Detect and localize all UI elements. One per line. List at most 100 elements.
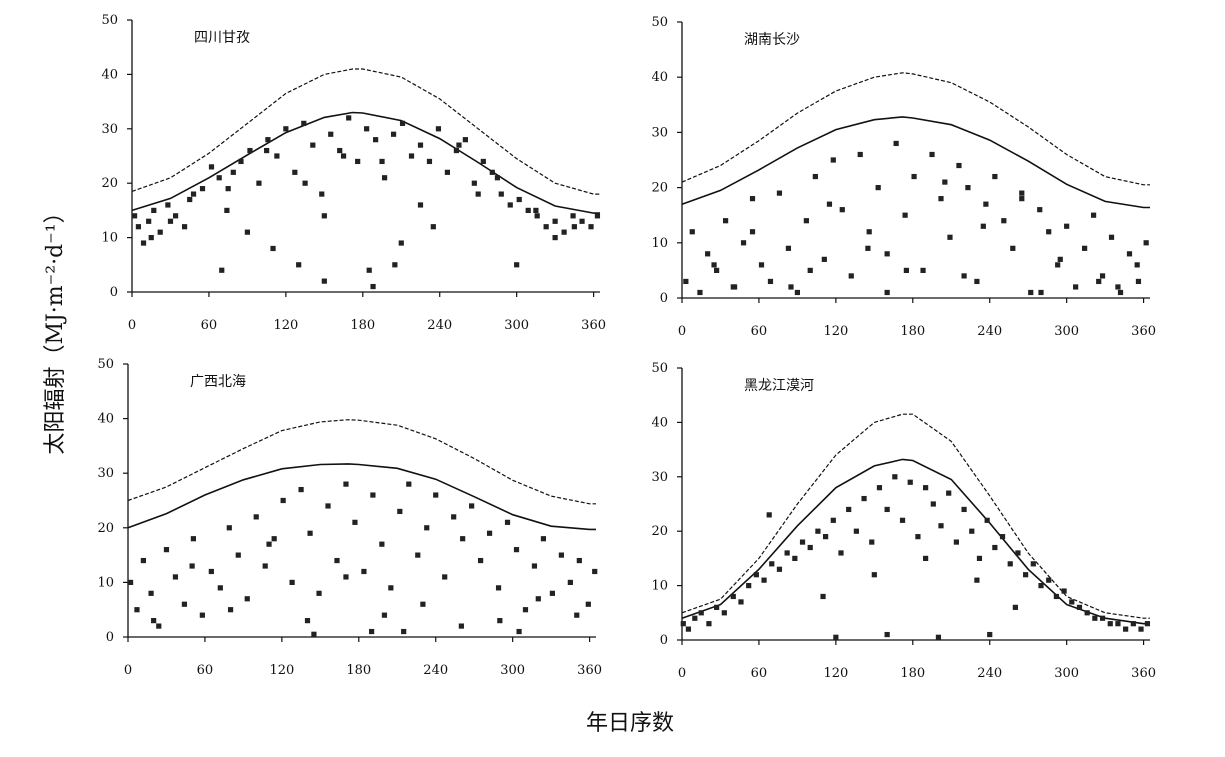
chart-panel-4: 0 10 20 30 40 50 0 60 120 180 240 300 360 黑龙江漠河	[651, 361, 1156, 681]
data-point	[974, 577, 980, 583]
observed-points	[127, 481, 598, 637]
data-point	[1099, 273, 1106, 279]
data-point	[134, 607, 140, 613]
data-point	[1023, 572, 1029, 578]
data-point	[370, 492, 376, 498]
data-point	[424, 525, 430, 531]
observed-points	[680, 474, 1151, 640]
data-point	[397, 508, 403, 515]
data-point	[698, 610, 704, 616]
data-point	[265, 137, 271, 143]
data-point	[379, 158, 385, 165]
data-point	[381, 612, 388, 618]
data-point	[253, 514, 259, 520]
data-point	[307, 530, 313, 536]
data-point	[540, 536, 547, 542]
data-point	[1001, 218, 1007, 224]
data-point	[148, 590, 154, 596]
data-point	[480, 158, 486, 165]
data-point	[738, 599, 744, 605]
data-point	[343, 574, 349, 580]
data-point	[334, 557, 340, 564]
data-point	[689, 229, 695, 235]
data-point	[1134, 262, 1140, 268]
data-point	[785, 245, 792, 251]
x-tick-label: 360	[581, 318, 606, 333]
data-point	[417, 142, 424, 148]
data-point	[769, 561, 775, 567]
data-point	[1099, 615, 1106, 621]
upper-dashed-curve	[681, 413, 1150, 619]
x-tick-label: 0	[678, 666, 686, 681]
data-point	[165, 202, 171, 208]
data-point	[846, 506, 852, 513]
x-tick-label: 360	[577, 663, 602, 678]
y-tick-label: 0	[660, 633, 668, 648]
data-point	[552, 235, 558, 241]
data-point	[199, 186, 206, 192]
data-point	[685, 626, 692, 632]
data-point	[983, 201, 989, 207]
data-point	[462, 137, 468, 143]
data-point	[1135, 278, 1142, 285]
data-point	[471, 180, 477, 186]
data-point	[865, 245, 871, 251]
data-point	[1053, 593, 1059, 600]
data-point	[920, 267, 926, 273]
data-point	[364, 126, 370, 132]
data-point	[721, 610, 727, 616]
data-point	[495, 585, 502, 591]
data-point	[1019, 196, 1025, 202]
data-point	[815, 528, 821, 534]
data-point	[534, 213, 540, 219]
y-tick-label: 50	[97, 357, 114, 372]
data-point	[533, 207, 539, 213]
x-tick-label: 60	[751, 324, 768, 339]
data-point	[478, 557, 484, 564]
data-point	[535, 596, 541, 602]
data-point	[1073, 284, 1079, 290]
data-point	[460, 536, 466, 542]
y-tick-label: 50	[101, 13, 118, 28]
data-point	[469, 503, 475, 509]
data-point	[442, 574, 448, 580]
x-tick-label: 240	[427, 318, 452, 333]
data-point	[1084, 610, 1090, 616]
data-point	[961, 273, 967, 279]
data-point	[999, 534, 1006, 540]
data-point	[766, 512, 772, 518]
x-tick-label: 180	[900, 666, 925, 681]
data-point	[304, 618, 311, 624]
data-point	[1012, 604, 1018, 610]
y-tick-label: 10	[97, 575, 114, 590]
data-point	[848, 273, 854, 279]
data-point	[1038, 289, 1044, 296]
data-point	[876, 485, 883, 491]
data-point	[799, 539, 806, 545]
data-point	[574, 612, 580, 618]
data-point	[830, 157, 836, 163]
data-point	[208, 568, 214, 575]
data-point	[753, 572, 759, 578]
data-point	[224, 207, 230, 213]
data-point	[1076, 604, 1083, 610]
data-point	[316, 590, 322, 596]
data-point	[525, 207, 531, 213]
data-point	[140, 240, 147, 246]
data-point	[857, 151, 863, 158]
y-tick-label: 40	[101, 67, 118, 82]
data-point	[706, 621, 712, 627]
data-point	[264, 147, 270, 154]
data-point	[826, 201, 833, 207]
data-point	[956, 162, 962, 169]
data-point	[504, 519, 511, 525]
data-point	[189, 563, 195, 569]
y-tick-label: 0	[660, 291, 668, 306]
data-point	[902, 212, 908, 218]
data-point	[426, 158, 433, 165]
data-point	[219, 267, 225, 273]
data-point	[325, 503, 331, 509]
data-point	[1092, 615, 1098, 621]
data-point	[788, 284, 794, 290]
data-point	[692, 615, 698, 621]
